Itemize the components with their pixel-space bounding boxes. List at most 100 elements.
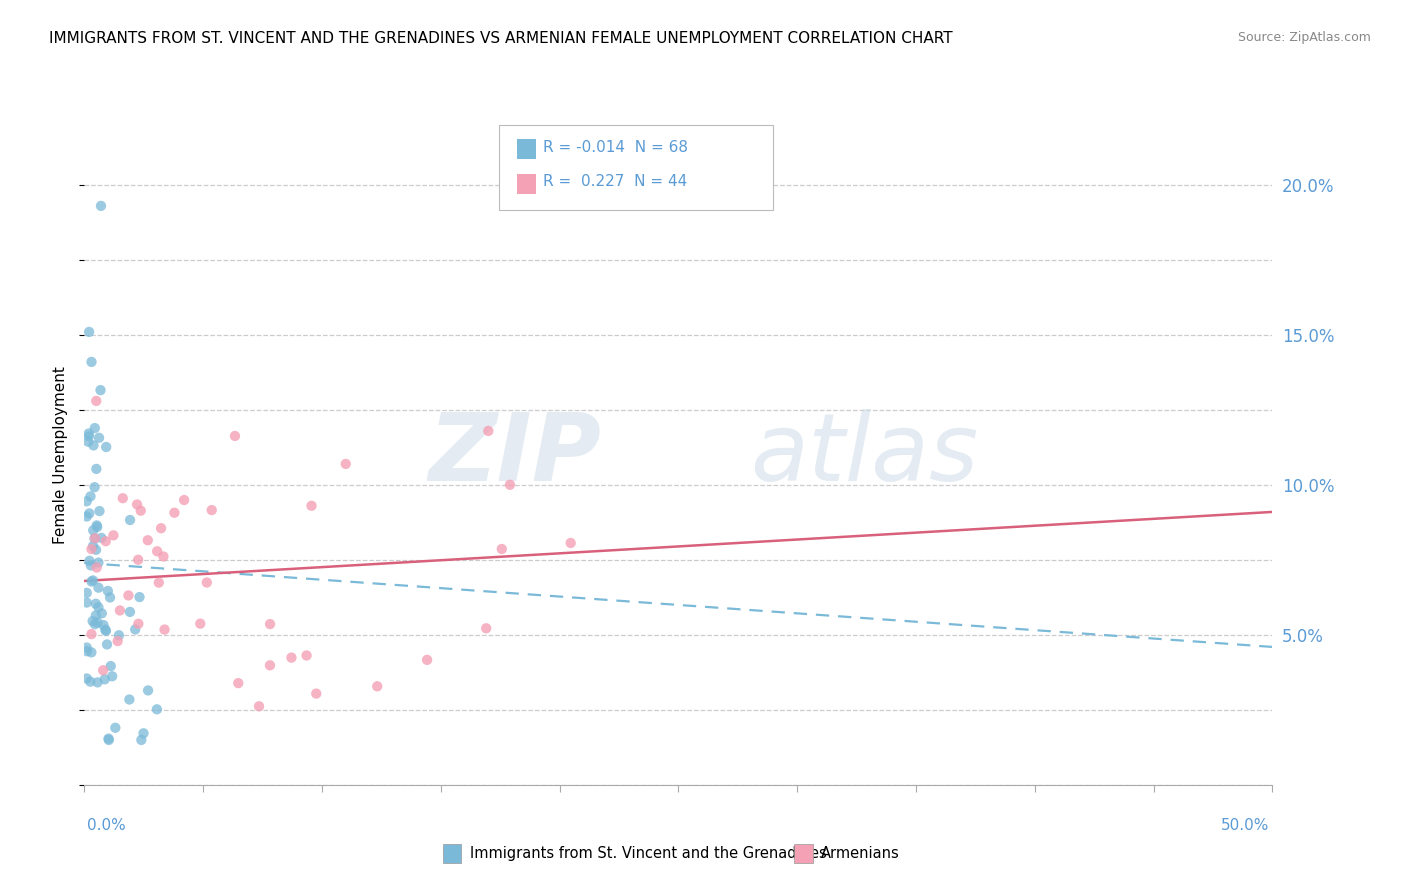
Point [108, 628, 131, 642]
Text: R = -0.014  N = 68: R = -0.014 N = 68 [543, 140, 688, 154]
Point [76, 644, 98, 658]
Point [80, 645, 103, 659]
Point [124, 623, 146, 637]
Point [76, 672, 98, 686]
Text: 50.0%: 50.0% [1222, 818, 1270, 832]
Point [136, 683, 159, 698]
Point [86, 675, 108, 690]
Point [87, 556, 110, 570]
Point [295, 648, 318, 663]
Point [153, 623, 176, 637]
Point [128, 590, 150, 604]
Point [77, 325, 100, 339]
Point [80, 542, 103, 557]
Point [82, 614, 104, 628]
Point [146, 702, 169, 716]
Point [127, 553, 149, 567]
Point [90, 607, 112, 621]
Point [195, 575, 218, 590]
Point [79, 674, 101, 689]
Point [80, 558, 103, 573]
Point [247, 699, 270, 714]
Point [118, 692, 141, 706]
Point [90, 531, 112, 545]
Point [96, 440, 118, 454]
Point [91, 663, 114, 677]
Point [77, 426, 100, 441]
Point [103, 528, 125, 542]
Point [84, 531, 107, 545]
Point [89, 383, 111, 397]
Point [416, 653, 439, 667]
Point [97, 731, 120, 746]
Point [188, 616, 211, 631]
Point [80, 627, 103, 641]
Point [97, 584, 120, 599]
Point [117, 589, 139, 603]
Point [173, 493, 195, 508]
Point [84, 608, 107, 623]
Point [83, 421, 105, 435]
Point [560, 536, 582, 550]
Y-axis label: Female Unemployment: Female Unemployment [53, 366, 69, 544]
Text: R =  0.227  N = 44: R = 0.227 N = 44 [543, 175, 688, 189]
Point [84, 597, 107, 611]
Point [132, 726, 155, 740]
Point [76, 509, 98, 524]
Point [136, 533, 159, 548]
Point [226, 676, 249, 690]
Point [79, 489, 101, 503]
Point [98, 591, 121, 605]
Point [77, 434, 100, 449]
Point [87, 600, 110, 615]
Point [150, 521, 173, 535]
Point [83, 480, 105, 494]
Point [76, 494, 98, 508]
Point [82, 574, 104, 588]
Point [86, 560, 108, 574]
Point [305, 687, 328, 701]
Point [94, 624, 117, 638]
Point [86, 520, 108, 534]
Text: Immigrants from St. Vincent and the Grenadines: Immigrants from St. Vincent and the Gren… [470, 847, 827, 861]
Text: 0.0%: 0.0% [87, 818, 127, 832]
Point [107, 634, 129, 648]
Point [152, 549, 174, 564]
Point [475, 621, 498, 635]
Point [84, 617, 107, 632]
Point [80, 355, 103, 369]
Point [86, 615, 108, 630]
Point [90, 199, 112, 213]
Point [80, 574, 103, 589]
Point [129, 503, 152, 517]
Point [127, 616, 149, 631]
Point [82, 539, 104, 553]
Point [280, 650, 302, 665]
Point [86, 462, 108, 476]
Point [94, 534, 117, 549]
Point [93, 618, 115, 632]
Point [201, 503, 224, 517]
Point [100, 659, 122, 673]
Text: IMMIGRANTS FROM ST. VINCENT AND THE GRENADINES VS ARMENIAN FEMALE UNEMPLOYMENT C: IMMIGRANTS FROM ST. VINCENT AND THE GREN… [49, 31, 953, 46]
Point [94, 623, 117, 637]
Point [118, 605, 141, 619]
Text: ZIP: ZIP [429, 409, 602, 501]
Point [259, 658, 281, 673]
Point [76, 596, 98, 610]
Point [125, 498, 148, 512]
Point [104, 721, 127, 735]
Text: Armenians: Armenians [821, 847, 900, 861]
Point [335, 457, 357, 471]
Point [491, 541, 513, 556]
Point [84, 542, 107, 557]
Point [84, 393, 107, 408]
Point [86, 518, 108, 533]
Point [82, 438, 104, 452]
Point [79, 507, 101, 521]
Point [89, 504, 111, 518]
Text: atlas: atlas [749, 409, 979, 500]
Point [96, 637, 118, 651]
Point [366, 679, 388, 693]
Point [111, 491, 134, 506]
